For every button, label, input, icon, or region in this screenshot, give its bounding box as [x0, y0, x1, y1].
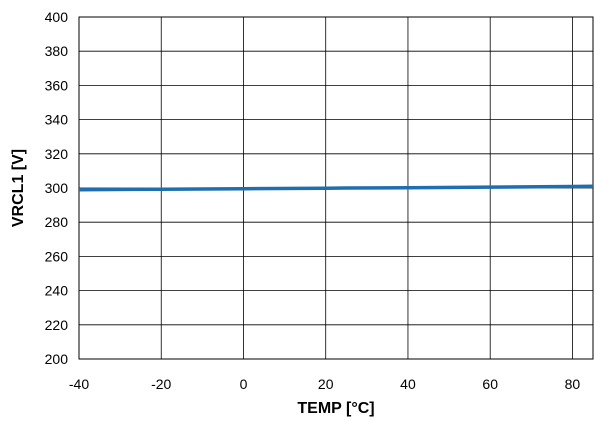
y-tick-label: 400: [45, 9, 69, 25]
x-tick-label: 20: [318, 376, 334, 392]
y-tick-label: 260: [45, 248, 69, 264]
y-tick-label: 200: [45, 351, 69, 367]
series-layer: [78, 184, 594, 192]
x-tick-label: 80: [565, 376, 581, 392]
y-tick-label: 220: [45, 317, 69, 333]
x-tick-label: 40: [400, 376, 416, 392]
y-tick-label: 240: [45, 283, 69, 299]
y-tick-label: 300: [45, 180, 69, 196]
y-axis-ticks: 200 220 240 260 280 300 320 340 360 380 400: [45, 9, 69, 367]
x-tick-label: 0: [240, 376, 248, 392]
y-tick-label: 340: [45, 112, 69, 128]
y-tick-label: 320: [45, 146, 69, 162]
y-tick-label: 380: [45, 43, 69, 59]
series-line: [78, 184, 594, 192]
y-axis-title: VRCL1 [V]: [10, 149, 27, 227]
y-tick-label: 360: [45, 77, 69, 93]
x-axis-ticks: -40 -20 0 20 40 60 80: [69, 376, 581, 392]
x-axis-title: TEMP [°C]: [297, 400, 374, 417]
y-tick-label: 280: [45, 214, 69, 230]
x-tick-label: -40: [69, 376, 89, 392]
x-tick-label: -20: [151, 376, 171, 392]
x-tick-label: 60: [482, 376, 498, 392]
